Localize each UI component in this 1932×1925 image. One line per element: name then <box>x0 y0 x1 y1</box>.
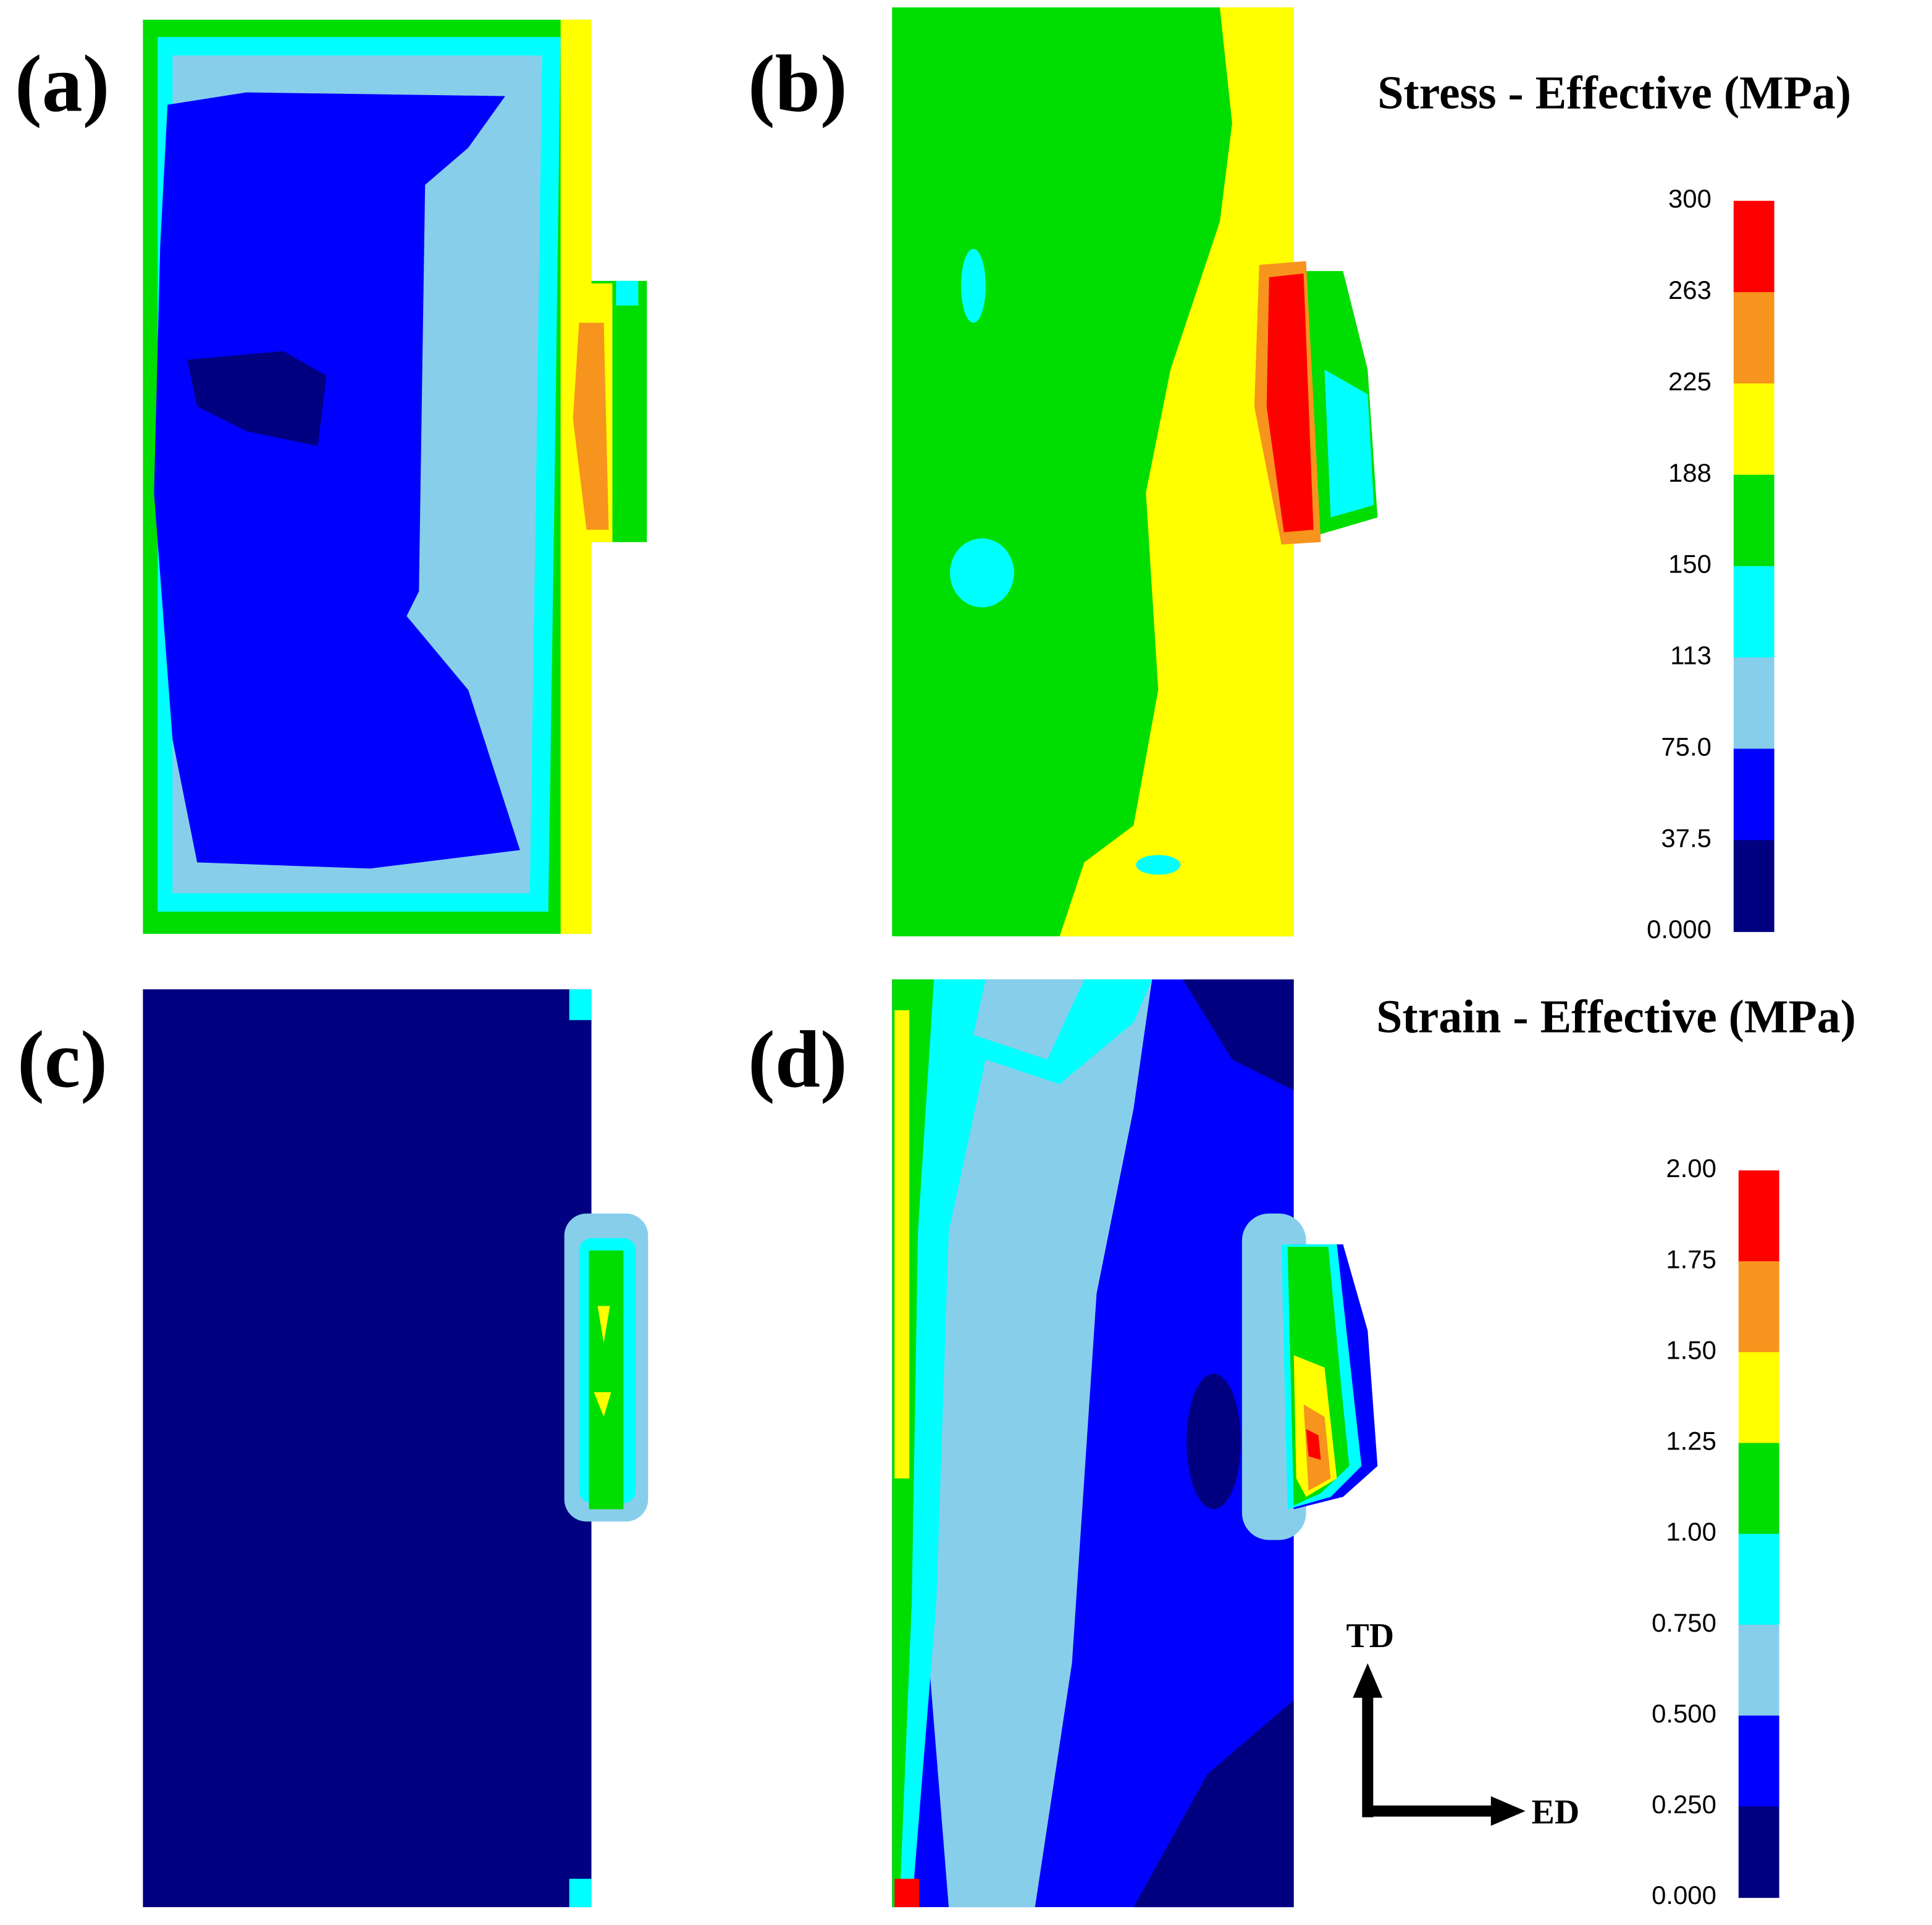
colorbar-segment <box>1738 1261 1779 1353</box>
colorbar-tick-label: 113 <box>1670 641 1712 670</box>
colorbar-tick-label: 225 <box>1668 367 1712 396</box>
colorbar-segment <box>1733 201 1774 293</box>
colorbar-segment <box>1738 1443 1779 1535</box>
colorbar-tick-label: 188 <box>1668 458 1712 487</box>
colorbar-title: Stress - Effective (MPa) <box>1377 67 1851 119</box>
colorbar-tick-label: 0.000 <box>1647 915 1712 944</box>
colorbar-segment <box>1738 1170 1779 1262</box>
colorbar-segment <box>1733 383 1774 476</box>
colorbar-tick-label: 0.750 <box>1652 1608 1716 1637</box>
colorbar-tick-label: 1.25 <box>1666 1427 1716 1456</box>
colorbar-tick-label: 1.50 <box>1666 1335 1716 1364</box>
contour-c <box>143 989 649 1908</box>
contour-d <box>892 979 1378 1908</box>
colorbar-segment <box>1733 657 1774 750</box>
panel-label: (b) <box>748 40 847 129</box>
panel-label: (c) <box>17 1015 107 1104</box>
colorbar-tick-label: 75.0 <box>1661 732 1712 761</box>
colorbar-segment <box>1738 1533 1779 1625</box>
colorbar-tick-label: 1.75 <box>1666 1244 1716 1273</box>
colorbar-tick-label: 1.00 <box>1666 1517 1716 1546</box>
panel-label: (a) <box>15 40 110 129</box>
colorbar-segment <box>1733 840 1774 933</box>
colorbar-tick-label: 2.00 <box>1666 1154 1716 1183</box>
colorbar-segment <box>1738 1806 1779 1898</box>
colorbar-tick-label: 0.250 <box>1652 1790 1716 1819</box>
ed-label: ED <box>1532 1793 1580 1831</box>
colorbar-tick-label: 0.000 <box>1652 1881 1716 1910</box>
colorbar-tick-label: 0.500 <box>1652 1699 1716 1728</box>
colorbar-segment <box>1733 292 1774 384</box>
td-label: TD <box>1346 1617 1395 1655</box>
colorbar-tick-label: 263 <box>1668 275 1712 304</box>
colorbar-segment <box>1733 566 1774 658</box>
contour-b <box>892 7 1378 937</box>
colorbar-tick-label: 37.5 <box>1661 823 1712 852</box>
colorbar-segment <box>1738 1352 1779 1444</box>
direction-arrows: TD ED <box>1346 1617 1580 1831</box>
colorbar-title: Strain - Effective (MPa) <box>1376 991 1856 1043</box>
colorbar-segment <box>1738 1624 1779 1716</box>
colorbar-segment <box>1733 474 1774 567</box>
contour-a <box>143 19 647 934</box>
colorbar-segment <box>1733 749 1774 841</box>
colorbar-tick-label: 300 <box>1668 184 1712 213</box>
panel-label: (d) <box>748 1015 847 1104</box>
colorbar-segment <box>1738 1715 1779 1807</box>
colorbar-tick-label: 150 <box>1668 550 1712 579</box>
